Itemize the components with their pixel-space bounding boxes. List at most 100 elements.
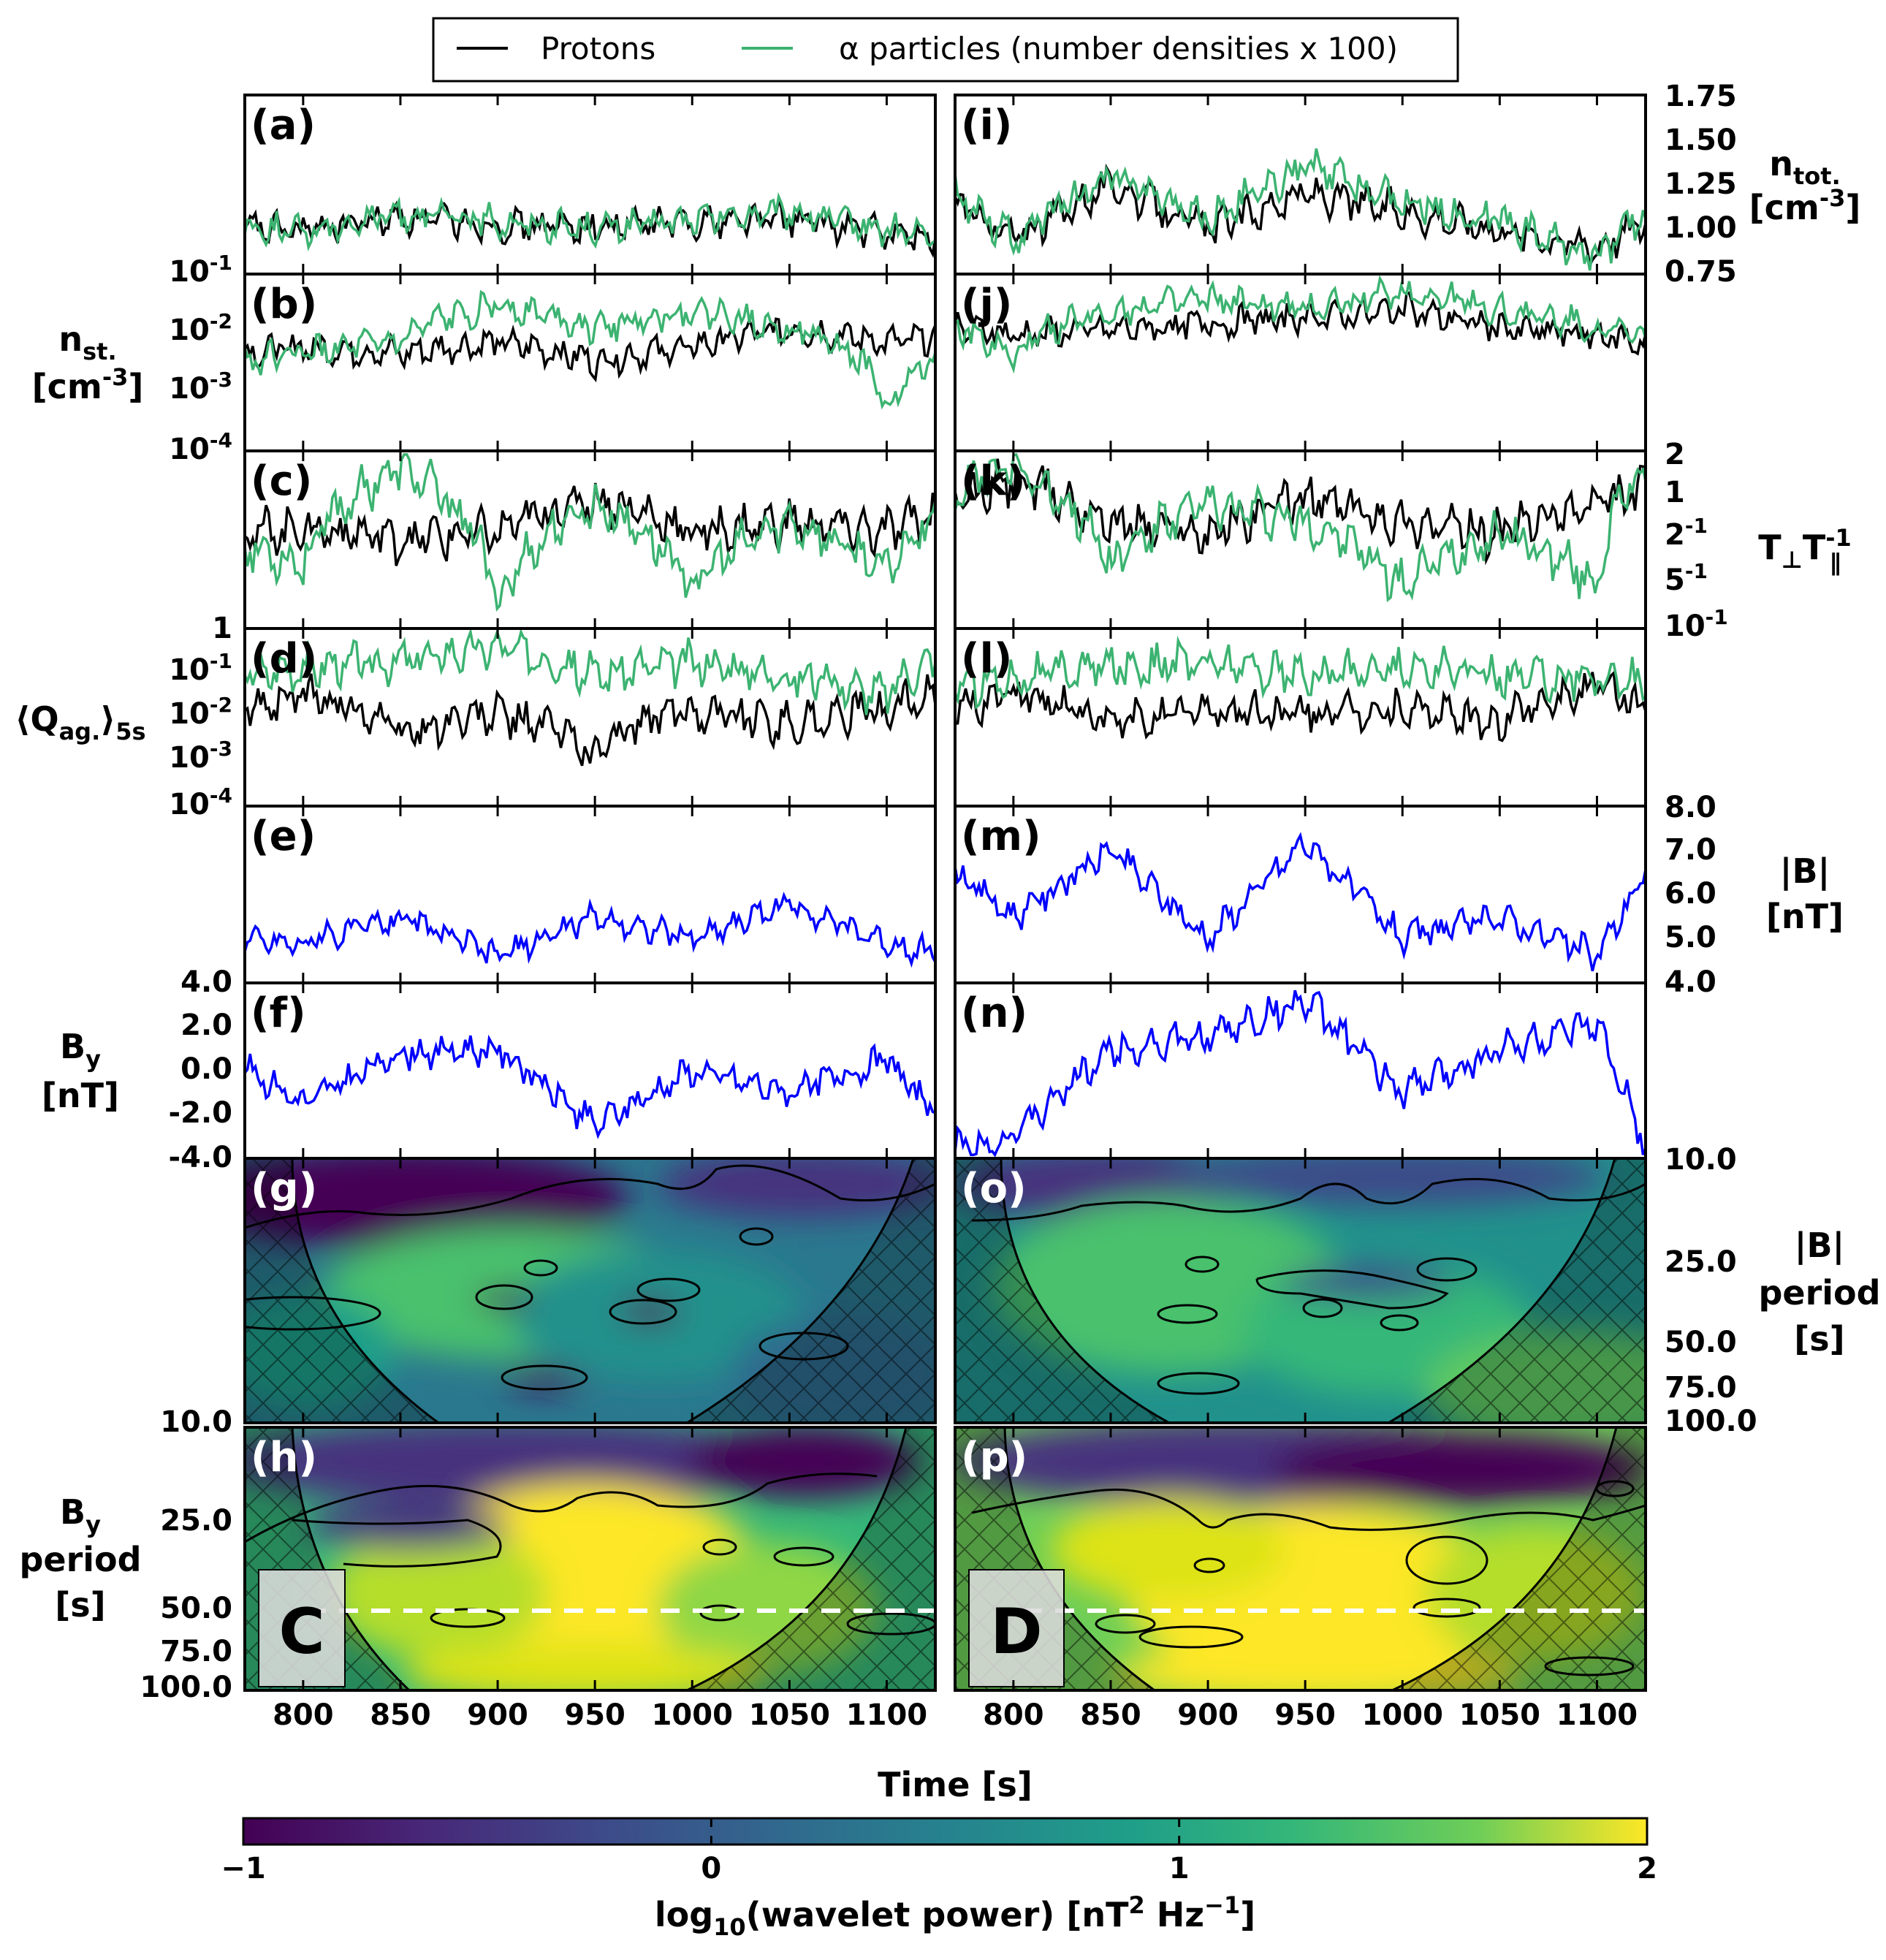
panel-d-lines	[243, 627, 937, 767]
series-b-field-line	[243, 892, 937, 968]
series-protons-line	[243, 316, 937, 383]
y-axis-label-line: period	[19, 1540, 141, 1579]
series-alpha-line	[243, 289, 937, 410]
y-tick-label: 1.75	[1665, 80, 1737, 113]
y-tick-label: 100.0	[1665, 1405, 1757, 1438]
y-axis-label-line: By	[60, 1027, 101, 1073]
y-tick-label: 2.0	[180, 1009, 232, 1042]
series-b-field-line	[954, 990, 1647, 1158]
series-alpha-line	[243, 191, 936, 252]
panel-label: (j)	[961, 281, 1012, 328]
legend-alpha-label: α particles (number densities x 100)	[839, 31, 1398, 67]
legend-protons-label: Protons	[541, 31, 655, 67]
panel-i-lines	[954, 148, 1647, 271]
y-tick-label: 0.75	[1665, 255, 1737, 289]
heatmap-h	[245, 1427, 935, 1690]
x-tick-label: 950	[1274, 1698, 1336, 1732]
x-tick-label: 850	[370, 1698, 431, 1732]
y-tick-label: 1	[212, 612, 232, 645]
panel-label: (c)	[251, 457, 312, 505]
panels-right	[954, 148, 1647, 1158]
box-c: C	[258, 1569, 346, 1687]
panel-label: (o)	[961, 1165, 1027, 1212]
x-tick-label: 900	[1177, 1698, 1239, 1732]
y-tick-label: 10.0	[1665, 1143, 1737, 1177]
panel-a-lines	[243, 191, 937, 259]
y-tick-label: 10-1	[169, 649, 232, 687]
y-tick-label: 75.0	[160, 1635, 232, 1668]
panel-frame-e	[243, 805, 937, 984]
panel-f-lines	[243, 1034, 936, 1139]
panel-label: (f)	[251, 990, 306, 1037]
y-tick-label: 10-3	[169, 368, 232, 406]
x-tick-label: 1050	[1459, 1698, 1540, 1732]
series-protons-line	[954, 291, 1647, 356]
y-axis-label-line: ntot.	[1769, 144, 1840, 190]
box-d: D	[968, 1569, 1065, 1687]
y-tick-label: 8.0	[1665, 791, 1716, 824]
panel-frame-a	[243, 94, 937, 276]
x-tick-label: 1050	[749, 1698, 830, 1732]
x-axis-label: Time [s]	[878, 1765, 1033, 1804]
y-tick-label: 10-4	[169, 428, 232, 466]
frames: (a) (b) (c) (d) (e) (f) (g) (h) (i) (j) (k) (l) (m) (…	[243, 94, 1647, 1732]
y-axis-label-line: |B|	[1795, 1226, 1845, 1266]
panel-m-lines	[954, 832, 1647, 972]
colorbar-ticks: −1 0 1 2	[221, 1818, 1657, 1885]
y-tick-label: 1.50	[1665, 124, 1737, 157]
series-b-field-line	[954, 832, 1647, 972]
y-tick-label: 10-3	[169, 737, 232, 775]
panel-frame-h	[243, 1426, 937, 1692]
y-tick-label: 25.0	[160, 1504, 232, 1538]
y-tick-label: 10.0	[160, 1405, 232, 1439]
y-tick-label: 2-1	[1665, 514, 1708, 552]
panel-frame-k	[954, 449, 1647, 630]
panel-e-lines	[243, 892, 937, 968]
panel-frame-n	[954, 981, 1647, 1160]
y-tick-label: 10-4	[169, 783, 232, 821]
panel-b-lines	[243, 289, 937, 410]
panel-frame-o	[954, 1157, 1647, 1424]
y-axis-label-line: [cm-3]	[1749, 184, 1861, 227]
panel-label: (k)	[961, 457, 1025, 505]
x-tick-label: 1000	[652, 1698, 733, 1732]
y-tick-label: 5-1	[1665, 559, 1708, 597]
y-axis-label-line: period	[1758, 1273, 1880, 1313]
y-axis-label-line: |B|	[1780, 851, 1830, 892]
y-tick-label: 1.00	[1665, 211, 1737, 245]
y-tick-label: 4.0	[180, 965, 232, 999]
heatmap-o	[955, 1158, 1646, 1423]
y-tick-label: 10-1	[169, 251, 232, 289]
panel-c-lines	[243, 453, 937, 612]
y-axis-label-line: [nT]	[42, 1076, 119, 1115]
series-alpha-line	[954, 452, 1647, 603]
x-tick-label: 950	[564, 1698, 626, 1732]
x-tick-label: 900	[467, 1698, 528, 1732]
legend: Protons α particles (number densities x …	[432, 17, 1459, 83]
series-alpha-line	[955, 275, 1647, 374]
panel-label: (d)	[251, 635, 317, 683]
y-axis-label-line: ⟨Qag.⟩5s	[15, 699, 145, 745]
y-tick-label: 2	[1665, 438, 1685, 471]
series-alpha-line	[243, 453, 937, 612]
panel-label: (a)	[251, 102, 316, 149]
y-tick-label: 100.0	[140, 1671, 232, 1704]
x-tick-label: 1100	[846, 1698, 927, 1732]
y-axis-label-line: [cm-3]	[32, 363, 144, 406]
panel-n-lines	[954, 990, 1647, 1158]
x-tick-label: 1000	[1362, 1698, 1443, 1732]
y-tick-label: 1.25	[1665, 167, 1737, 201]
colorbar-tick-label: 2	[1637, 1852, 1657, 1885]
y-axis-label-line: nst.	[58, 319, 116, 365]
series-alpha-line	[954, 635, 1647, 710]
y-tick-label: -2.0	[169, 1096, 232, 1130]
y-tick-label: 6.0	[1665, 877, 1716, 911]
panel-j-lines	[954, 275, 1647, 374]
colorbar: −1 0 1 2 log10(wavelet power) [nT2 Hz−1]	[221, 1817, 1657, 1941]
y-tick-label: 25.0	[1665, 1245, 1737, 1279]
y-axis-label-line: T⊥T-1 ∥	[1758, 524, 1852, 577]
panel-label: (l)	[961, 635, 1012, 683]
x-tick-label: 800	[273, 1698, 334, 1732]
y-tick-label: 75.0	[1665, 1371, 1737, 1405]
panel-label: (h)	[251, 1434, 317, 1481]
